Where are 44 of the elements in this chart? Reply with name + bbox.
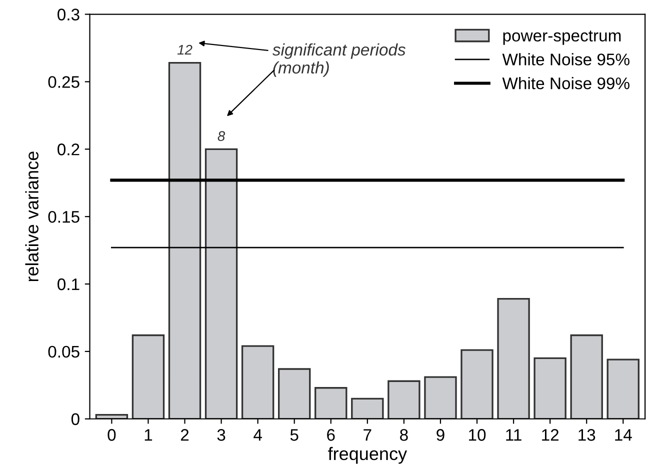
x-tick-label: 0 [108, 429, 116, 441]
x-tick-label: 9 [436, 429, 444, 441]
bar [424, 376, 457, 419]
legend-label: White Noise 95% [502, 53, 630, 66]
legend-label: power-spectrum [503, 30, 621, 45]
bar [606, 358, 640, 419]
y-tick-label: 0.15 [48, 210, 80, 223]
bar [168, 62, 202, 419]
x-tick-label: 12 [542, 429, 558, 441]
y-tick-label: 0 [71, 413, 80, 426]
annotation: significant periods (month) [272, 43, 406, 77]
y-tick-label: 0.1 [58, 278, 80, 290]
x-tick-label: 13 [578, 429, 596, 441]
x-tick-label: 11 [506, 429, 522, 441]
x-tick-label: 8 [400, 429, 408, 441]
bar [278, 368, 311, 419]
bar [241, 345, 274, 419]
x-tick-label: 6 [327, 429, 335, 441]
x-tick-label: 3 [217, 429, 226, 441]
x-tick-label: 2 [180, 429, 189, 441]
bar [351, 398, 384, 419]
bar [570, 334, 603, 419]
y-tick-label: 0.25 [48, 76, 80, 88]
bar [388, 380, 420, 419]
y-tick-label: 0.3 [58, 8, 80, 20]
bar [460, 349, 494, 419]
bar [132, 334, 165, 419]
x-axis-title: frequency [328, 446, 408, 464]
y-tick-label: 0.2 [58, 144, 80, 156]
x-tick-label: 4 [254, 429, 262, 441]
bar [314, 387, 348, 419]
bar [497, 298, 530, 419]
y-axis-title: relative variance [25, 152, 38, 282]
bar [204, 148, 238, 419]
y-tick-label: 0.05 [48, 346, 80, 358]
bar [534, 357, 566, 419]
legend-label: White Noise 99% [502, 77, 630, 90]
annotation: 8 [218, 131, 226, 142]
x-tick-label: 5 [290, 429, 298, 441]
x-tick-label: 14 [615, 429, 632, 441]
x-tick-label: 7 [364, 429, 372, 441]
x-tick-label: 1 [144, 429, 152, 441]
annotation: 12 [177, 44, 192, 55]
x-tick-label: 10 [469, 429, 486, 441]
